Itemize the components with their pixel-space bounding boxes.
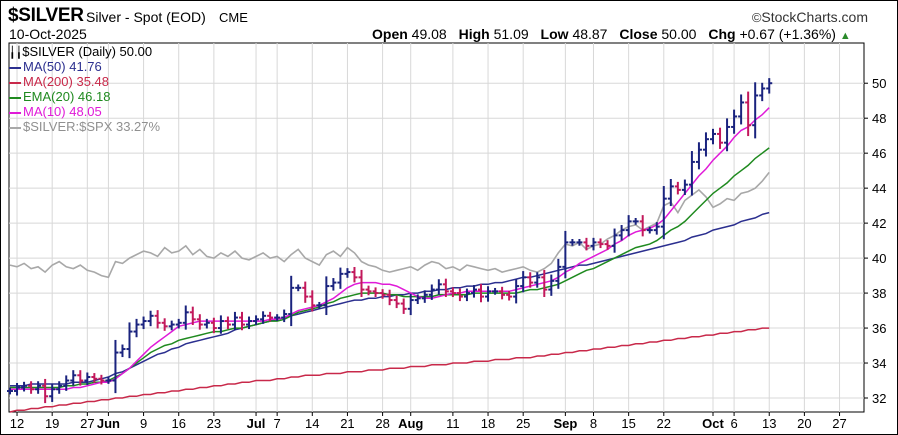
x-tick-label: 19	[45, 416, 59, 431]
legend-item-ma50: MA(50) 41.76	[9, 59, 102, 74]
x-tick-label: 25	[516, 416, 530, 431]
legend-item-ma10: MA(10) 48.05	[9, 104, 102, 119]
x-tick-label: 22	[657, 416, 671, 431]
legend-text: EMA(20) 46.18	[23, 89, 111, 104]
y-tick-label: 42	[872, 216, 886, 231]
exchange-label: CME	[219, 10, 248, 25]
open-label: Open	[372, 26, 408, 42]
y-tick-label: 40	[872, 251, 886, 266]
legend-text: $SILVER:$SPX 33.27%	[23, 119, 161, 134]
brand-label: StockCharts.com	[761, 9, 868, 25]
low-label: Low	[540, 26, 569, 42]
series-line-ema-20-	[10, 147, 770, 389]
legend-swatch	[9, 111, 21, 114]
legend-item-ma200: MA(200) 35.48	[9, 74, 109, 89]
close-label: Close	[619, 26, 658, 42]
legend-text: MA(50) 41.76	[23, 59, 102, 74]
high-label: High	[458, 26, 490, 42]
y-tick-label: 32	[872, 391, 886, 406]
close-value: 50.00	[661, 26, 697, 42]
chart-date: 10-Oct-2025	[9, 26, 87, 42]
legend-text: MA(10) 48.05	[23, 104, 102, 119]
legend-item-ratio: $SILVER:$SPX 33.27%	[9, 119, 160, 134]
x-tick-label: 27	[80, 416, 94, 431]
y-tick-label: 38	[872, 286, 886, 301]
x-tick-label: 9	[140, 416, 147, 431]
x-tick-label: 18	[481, 416, 495, 431]
up-triangle-icon: ▲	[839, 30, 851, 42]
x-tick-label: 11	[446, 416, 460, 431]
x-tick-label: Aug	[398, 416, 423, 431]
legend-swatch	[9, 126, 21, 129]
brand-watermark[interactable]: ©StockCharts.com	[752, 9, 868, 25]
x-tick-label: 6	[730, 416, 737, 431]
legend-text: MA(200) 35.48	[23, 74, 109, 89]
legend-swatch	[9, 81, 21, 84]
high-value: 51.09	[493, 26, 529, 42]
x-tick-label: 15	[621, 416, 635, 431]
chg-label: Chg	[708, 26, 736, 42]
x-tick-label: Jul	[247, 416, 266, 431]
x-tick-label: 14	[305, 416, 319, 431]
x-tick-label: 20	[797, 416, 811, 431]
plot-area	[8, 42, 865, 413]
x-tick-label: 27	[832, 416, 846, 431]
y-tick-label: 36	[872, 321, 886, 336]
legend-item-ema20: EMA(20) 46.18	[9, 89, 110, 104]
x-tick-label: 13	[762, 416, 776, 431]
low-value: 48.87	[572, 26, 608, 42]
y-tick-label: 46	[872, 146, 886, 161]
x-tick-label: 8	[590, 416, 597, 431]
y-tick-label: 44	[872, 181, 886, 196]
symbol-title: $SILVER	[8, 5, 84, 26]
instrument-name: Silver - Spot (EOD)	[86, 9, 206, 25]
x-tick-label: Oct	[702, 416, 724, 431]
legend-swatch	[9, 96, 21, 99]
x-tick-label: 12	[10, 416, 24, 431]
open-value: 49.08	[411, 26, 447, 42]
copyright-icon: ©	[751, 10, 762, 25]
legend-text: $SILVER (Daily) 50.00	[22, 44, 153, 59]
price-bars-icon: ╽╽	[9, 47, 23, 59]
chg-value: +0.67 (+1.36%)	[739, 26, 836, 42]
x-tick-label: 21	[340, 416, 354, 431]
legend-item-price: ╽╽$SILVER (Daily) 50.00	[9, 44, 152, 59]
x-tick-label: Sep	[553, 416, 577, 431]
x-tick-label: 7	[274, 416, 281, 431]
series-line-ma-200-	[9, 327, 770, 413]
y-tick-label: 50	[872, 76, 886, 91]
ohlc-readout: Open 49.08 High 51.09 Low 48.87 Close 50…	[372, 26, 851, 42]
x-tick-label: Jun	[97, 416, 120, 431]
x-tick-label: 16	[171, 416, 185, 431]
x-tick-label: 28	[375, 416, 389, 431]
x-tick-label: 23	[207, 416, 221, 431]
legend-swatch	[9, 66, 21, 69]
y-tick-label: 34	[872, 356, 886, 371]
y-tick-label: 48	[872, 111, 886, 126]
